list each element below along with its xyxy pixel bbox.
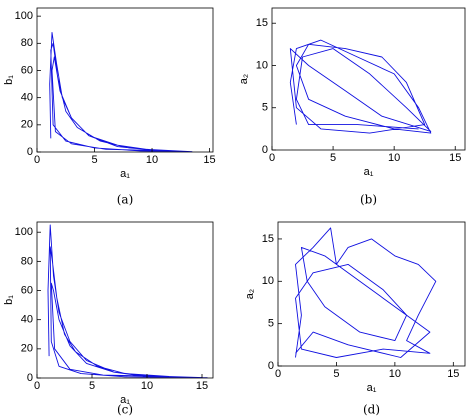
y-tick-label: 40 (21, 314, 33, 326)
x-tick-label: 10 (141, 380, 153, 392)
caption: (b) (360, 193, 377, 207)
y-tick-label: 0 (27, 372, 33, 384)
x-tick-label: 15 (196, 380, 208, 392)
y-tick-label: 10 (256, 59, 268, 71)
x-tick-label: 15 (203, 154, 215, 166)
y-tick-label: 0 (268, 360, 274, 372)
y-tick-label: 20 (21, 119, 33, 131)
x-axis-label: a₁ (364, 166, 374, 178)
trajectory (47, 224, 208, 379)
y-axis-label: a₂ (238, 74, 250, 84)
trajectory (295, 227, 437, 358)
x-axis-label: a₁ (367, 382, 377, 394)
y-tick-label: 80 (21, 37, 33, 49)
plot-frame (277, 221, 466, 367)
y-tick-label: 100 (15, 10, 33, 22)
x-tick-label: 0 (34, 380, 40, 392)
y-tick-label: 100 (15, 226, 33, 238)
x-tick-label: 10 (388, 152, 400, 164)
plot-frame (36, 7, 214, 153)
x-axis-label: a₁ (120, 394, 130, 406)
y-tick-label: 15 (256, 17, 268, 29)
x-tick-label: 5 (330, 152, 336, 164)
y-tick-label: 5 (262, 102, 268, 114)
caption: (d) (363, 403, 380, 417)
y-tick-label: 20 (21, 343, 33, 355)
y-tick-label: 10 (262, 275, 274, 287)
y-axis-label: b₁ (3, 75, 15, 85)
x-tick-label: 0 (34, 154, 40, 166)
trajectory (49, 32, 193, 153)
plot-frame (271, 7, 466, 151)
x-tick-label: 0 (275, 368, 281, 380)
y-tick-label: 60 (21, 284, 33, 296)
trajectory (289, 39, 432, 134)
y-tick-label: 0 (27, 146, 33, 158)
x-tick-label: 5 (333, 368, 339, 380)
y-tick-label: 5 (268, 318, 274, 330)
x-tick-label: 0 (269, 152, 275, 164)
x-tick-label: 10 (146, 154, 158, 166)
x-tick-label: 10 (389, 368, 401, 380)
x-tick-label: 15 (449, 152, 461, 164)
y-tick-label: 60 (21, 64, 33, 76)
x-tick-label: 5 (89, 380, 95, 392)
x-tick-label: 15 (447, 368, 459, 380)
y-axis-label: b₁ (3, 295, 15, 305)
x-axis-label: a₁ (120, 168, 130, 180)
plot-frame (36, 221, 214, 379)
y-tick-label: 80 (21, 255, 33, 267)
caption: (c) (117, 403, 133, 417)
y-tick-label: 15 (262, 233, 274, 245)
caption: (a) (117, 193, 134, 207)
y-tick-label: 40 (21, 92, 33, 104)
x-tick-label: 5 (91, 154, 97, 166)
y-tick-label: 0 (262, 144, 268, 156)
y-axis-label: a₂ (244, 289, 256, 299)
